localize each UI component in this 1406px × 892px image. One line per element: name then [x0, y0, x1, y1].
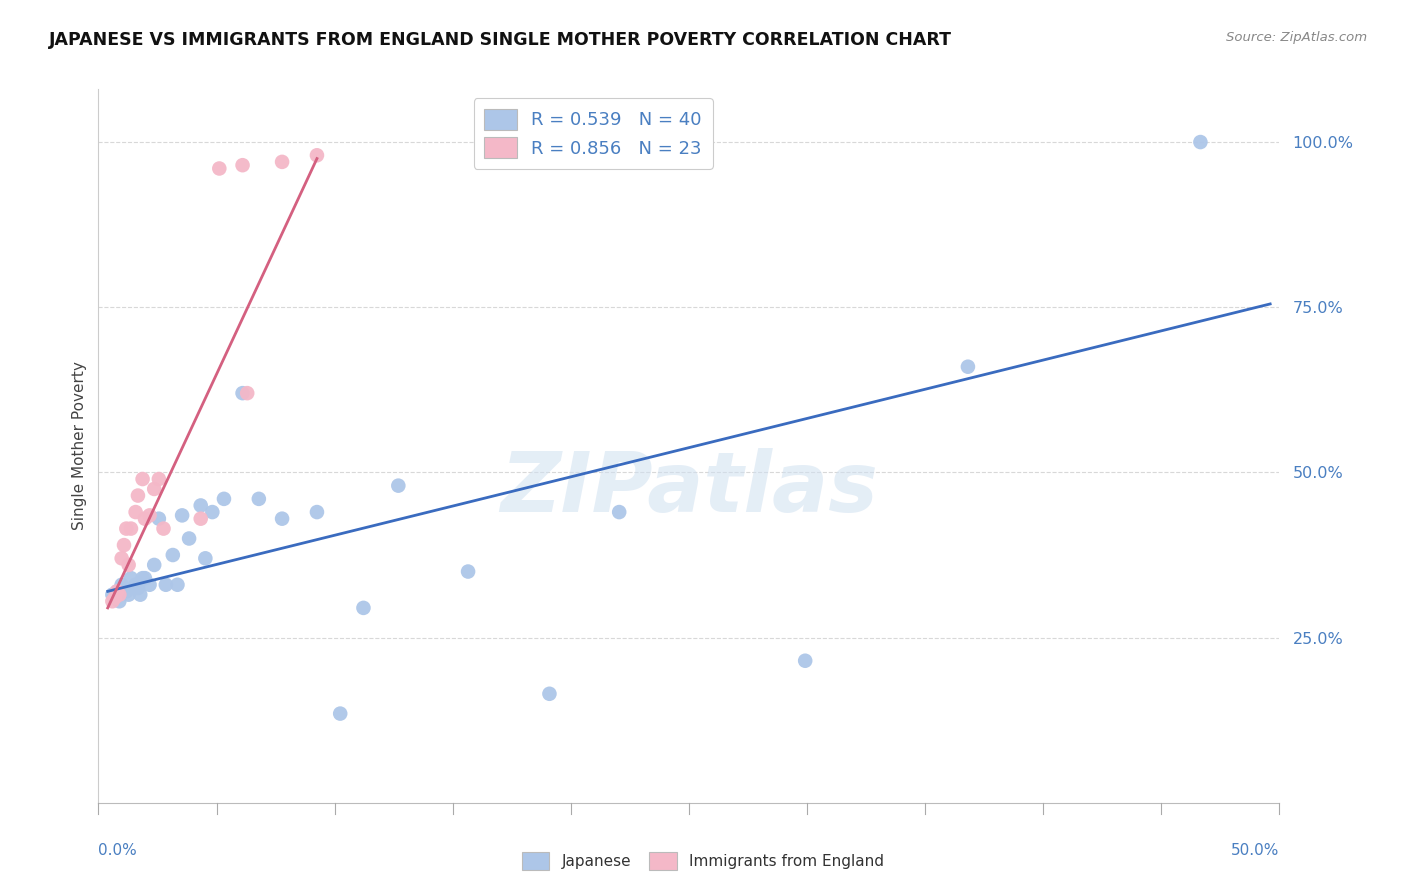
Point [232, 158, 254, 172]
Point [201, 505, 224, 519]
Point [129, 588, 152, 602]
Point [794, 654, 817, 668]
Point [117, 588, 139, 602]
Legend: Japanese, Immigrants from England: Japanese, Immigrants from England [515, 845, 891, 877]
Point [148, 511, 170, 525]
Point [111, 551, 134, 566]
Point [166, 578, 188, 592]
Point [232, 386, 254, 401]
Point [143, 482, 166, 496]
Point [112, 581, 135, 595]
Point [190, 499, 212, 513]
Point [155, 578, 177, 592]
Point [131, 571, 153, 585]
Text: 50.0%: 50.0% [1232, 843, 1279, 858]
Point [105, 584, 128, 599]
Point [387, 478, 409, 492]
Point [353, 600, 375, 615]
Text: ZIPatlas: ZIPatlas [501, 449, 877, 529]
Point [124, 578, 146, 592]
Point [124, 505, 146, 519]
Text: Source: ZipAtlas.com: Source: ZipAtlas.com [1226, 31, 1367, 45]
Point [194, 551, 217, 566]
Text: 0.0%: 0.0% [98, 843, 138, 858]
Point [105, 584, 128, 599]
Point [212, 491, 235, 506]
Point [112, 538, 135, 552]
Text: JAPANESE VS IMMIGRANTS FROM ENGLAND SINGLE MOTHER POVERTY CORRELATION CHART: JAPANESE VS IMMIGRANTS FROM ENGLAND SING… [49, 31, 952, 49]
Point [101, 594, 124, 608]
Point [305, 505, 328, 519]
Point [177, 532, 200, 546]
Point [271, 154, 294, 169]
Point [305, 148, 328, 162]
Point [956, 359, 979, 374]
Point [108, 594, 131, 608]
Point [101, 588, 124, 602]
Point [127, 489, 149, 503]
Point [111, 578, 134, 592]
Point [120, 522, 142, 536]
Point [607, 505, 630, 519]
Point [108, 588, 131, 602]
Point [148, 472, 170, 486]
Y-axis label: Single Mother Poverty: Single Mother Poverty [72, 361, 87, 531]
Point [131, 472, 153, 486]
Point [271, 511, 294, 525]
Point [247, 491, 270, 506]
Point [152, 522, 174, 536]
Point [457, 565, 479, 579]
Point [143, 558, 166, 572]
Point [162, 548, 184, 562]
Point [236, 386, 259, 401]
Point [117, 558, 139, 572]
Point [120, 571, 142, 585]
Point [134, 511, 156, 525]
Point [122, 581, 145, 595]
Point [190, 511, 212, 525]
Point [127, 581, 149, 595]
Point [138, 508, 160, 523]
Point [134, 571, 156, 585]
Point [115, 522, 138, 536]
Point [104, 591, 127, 605]
Point [329, 706, 352, 721]
Point [138, 578, 160, 592]
Legend: R = 0.539   N = 40, R = 0.856   N = 23: R = 0.539 N = 40, R = 0.856 N = 23 [474, 98, 713, 169]
Point [115, 584, 138, 599]
Point [1189, 135, 1212, 149]
Point [208, 161, 231, 176]
Point [538, 687, 561, 701]
Point [104, 591, 127, 605]
Point [172, 508, 194, 523]
